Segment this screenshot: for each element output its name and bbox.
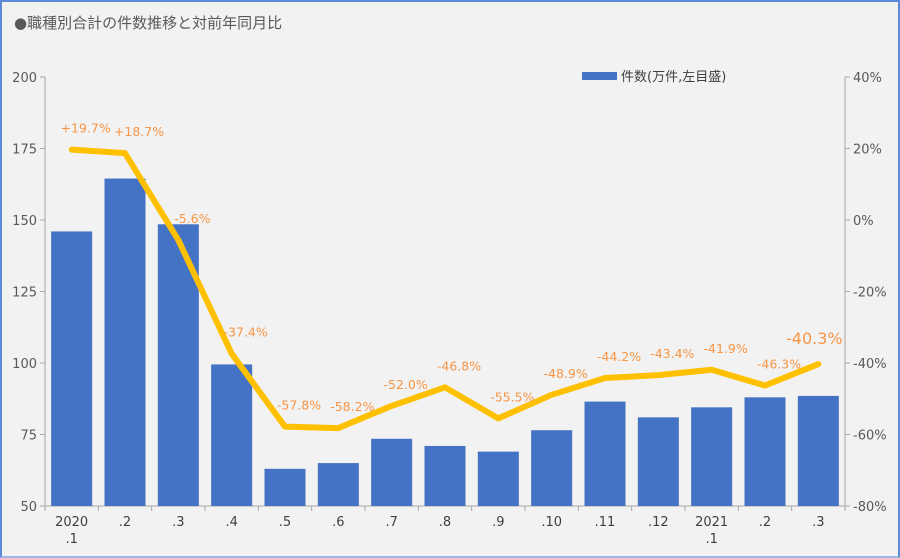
bar xyxy=(744,397,786,506)
right-tick-label: 20% xyxy=(853,143,882,158)
x-tick-label: .11 xyxy=(595,515,616,530)
yoy-data-label: -44.2% xyxy=(597,349,641,364)
x-tick-label: .8 xyxy=(439,515,451,530)
yoy-data-label: -52.0% xyxy=(384,377,428,392)
right-tick-label: -20% xyxy=(853,286,887,301)
legend-swatch xyxy=(582,72,617,80)
right-tick-label: 40% xyxy=(853,71,882,86)
yoy-data-label: -48.9% xyxy=(544,366,588,381)
bar xyxy=(584,401,626,506)
bar xyxy=(637,417,679,506)
x-tick-label: 2021 xyxy=(695,515,728,530)
yoy-data-label: -46.3% xyxy=(757,357,801,372)
right-tick-label: -80% xyxy=(853,500,887,515)
bar xyxy=(51,231,93,506)
x-tick-label: .4 xyxy=(225,515,237,530)
left-tick-label: 50 xyxy=(20,500,37,515)
yoy-data-label: +19.7% xyxy=(61,121,111,136)
bar xyxy=(797,395,839,506)
left-tick-label: 175 xyxy=(12,143,37,158)
right-tick-label: -40% xyxy=(853,357,887,372)
bar xyxy=(211,364,253,506)
yoy-data-label: -41.9% xyxy=(704,341,748,356)
yoy-data-label: -37.4% xyxy=(224,325,268,340)
x-tick-label: .5 xyxy=(279,515,291,530)
bar xyxy=(424,445,466,506)
legend-label: 件数(万件,左目盛) xyxy=(621,70,726,85)
left-tick-label: 75 xyxy=(20,429,37,444)
yoy-data-label: -43.4% xyxy=(650,346,694,361)
left-tick-label: 200 xyxy=(12,71,37,86)
x-tick-label: .2 xyxy=(119,515,131,530)
x-tick-label: .12 xyxy=(648,515,669,530)
x-tick-label: .6 xyxy=(332,515,344,530)
x-tick-label: .1 xyxy=(65,532,77,547)
left-tick-label: 150 xyxy=(12,214,37,229)
x-tick-label: .10 xyxy=(541,515,562,530)
left-tick-label: 125 xyxy=(12,286,37,301)
bar xyxy=(691,407,733,506)
x-tick-label: .1 xyxy=(705,532,717,547)
bar xyxy=(264,468,306,506)
yoy-data-label: -55.5% xyxy=(490,389,534,404)
yoy-line xyxy=(68,146,822,432)
bar xyxy=(317,463,359,506)
bar xyxy=(531,430,573,506)
x-tick-label: .3 xyxy=(172,515,184,530)
right-tick-label: 0% xyxy=(853,214,874,229)
x-tick-label: .3 xyxy=(812,515,824,530)
left-tick-label: 100 xyxy=(12,357,37,372)
yoy-data-label: +18.7% xyxy=(114,124,164,139)
yoy-data-label: -58.2% xyxy=(330,399,374,414)
chart-title: ●職種別合計の件数推移と対前年同月比 xyxy=(14,14,283,32)
yoy-data-label: -57.8% xyxy=(277,398,321,413)
x-tick-label: .7 xyxy=(385,515,397,530)
bar xyxy=(477,451,519,506)
yoy-data-label: -5.6% xyxy=(174,211,210,226)
yoy-data-label: -46.8% xyxy=(437,358,481,373)
bar xyxy=(104,178,146,506)
right-tick-label: -60% xyxy=(853,429,887,444)
x-tick-label: .9 xyxy=(492,515,504,530)
x-tick-label: 2020 xyxy=(55,515,88,530)
x-tick-label: .2 xyxy=(759,515,771,530)
yoy-data-label: -40.3% xyxy=(786,329,843,348)
bar xyxy=(371,438,413,506)
